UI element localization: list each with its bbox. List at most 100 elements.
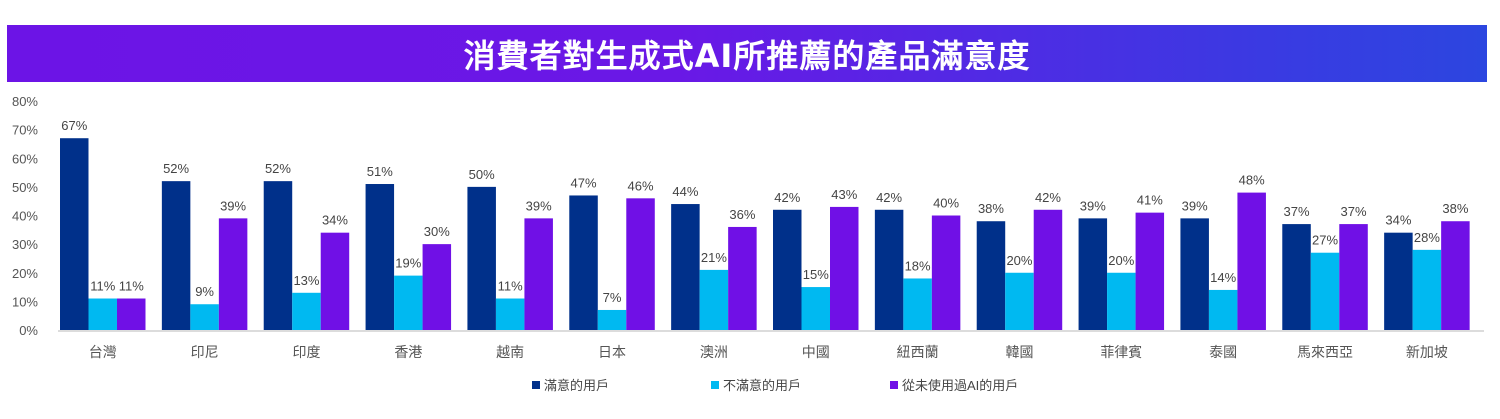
data-label: 34% (1385, 213, 1411, 228)
data-label: 18% (905, 258, 931, 273)
y-tick-label: 0% (19, 323, 38, 338)
x-tick-label: 香港 (394, 344, 422, 360)
bar-0 (161, 181, 191, 330)
legend-swatch (890, 380, 898, 389)
bar-2 (524, 218, 553, 330)
bar-0 (671, 204, 700, 330)
bar-0 (1180, 218, 1209, 330)
data-label: 20% (1006, 253, 1032, 268)
bar-0 (976, 221, 1006, 330)
data-label: 67% (61, 118, 87, 133)
x-tick-label: 泰國 (1209, 344, 1237, 360)
data-label: 39% (220, 198, 246, 213)
x-tick-label: 新加坡 (1406, 344, 1448, 360)
bar-2 (422, 244, 452, 330)
data-label: 38% (1442, 201, 1468, 216)
data-label: 11% (90, 279, 115, 294)
data-label: 36% (729, 207, 755, 222)
bar-1 (1208, 289, 1238, 330)
bar-1 (1005, 272, 1034, 330)
data-label: 37% (1341, 204, 1367, 219)
x-tick-label: 紐西蘭 (897, 344, 939, 360)
data-label: 47% (571, 175, 597, 190)
data-label: 42% (774, 190, 800, 205)
bar-2 (931, 215, 961, 330)
bar-1 (801, 287, 830, 330)
bar-1 (1412, 249, 1442, 330)
data-label: 9% (195, 284, 214, 299)
bar-2 (1237, 192, 1266, 330)
data-label: 30% (424, 224, 450, 239)
data-label: 37% (1284, 204, 1310, 219)
legend-item-dissatisfied: 不滿意的用戶 (711, 375, 801, 394)
x-tick-label: 澳洲 (700, 344, 728, 360)
y-tick-label: 20% (12, 266, 38, 281)
bar-2 (626, 198, 655, 330)
bar-0 (773, 209, 802, 330)
legend-swatch (532, 380, 540, 389)
data-label: 51% (367, 164, 393, 179)
bar-0 (1384, 232, 1413, 330)
data-label: 40% (933, 196, 959, 211)
y-tick-label: 60% (12, 151, 38, 166)
bar-chart: 0% 10% 20% 30% 40% 50% 60% 70% 80% 67% 11% 11% 台灣 52%… (12, 94, 1484, 360)
legend-label: 不滿意的用戶 (723, 378, 802, 393)
data-label: 21% (701, 250, 727, 265)
bar-2 (1441, 221, 1470, 330)
chart-title: 消費者對生成式AI所推薦的產品滿意度 (463, 36, 1031, 75)
data-label: 44% (672, 184, 698, 199)
data-label: 15% (803, 267, 829, 282)
bar-0 (60, 138, 89, 330)
data-label: 39% (1182, 198, 1208, 213)
bar-0 (1282, 224, 1311, 330)
y-tick-label: 50% (12, 180, 38, 195)
data-label: 42% (876, 190, 902, 205)
bar-2 (117, 298, 146, 330)
data-label: 13% (293, 273, 319, 288)
data-label: 39% (1080, 198, 1106, 213)
data-label: 41% (1137, 193, 1163, 208)
data-label: 50% (469, 167, 495, 182)
bar-0 (263, 181, 293, 330)
bar-1 (190, 304, 219, 330)
data-label: 20% (1108, 253, 1134, 268)
data-label: 42% (1035, 190, 1061, 205)
data-label: 52% (163, 161, 189, 176)
legend-item-never-used: 從未使用過AI的用戶 (890, 375, 1018, 394)
bar-2 (1339, 224, 1368, 330)
x-tick-label: 印度 (292, 344, 320, 360)
x-tick-label: 中國 (802, 344, 830, 360)
data-label: 46% (628, 178, 654, 193)
bar-0 (569, 195, 598, 330)
data-label: 11% (498, 279, 523, 294)
x-tick-label: 台灣 (89, 344, 117, 360)
bar-1 (699, 269, 729, 330)
data-label: 52% (265, 161, 291, 176)
data-label: 38% (978, 201, 1004, 216)
data-label: 39% (526, 198, 552, 213)
data-label: 34% (322, 213, 348, 228)
data-label: 14% (1210, 270, 1236, 285)
x-tick-label: 馬來西亞 (1297, 344, 1353, 360)
bar-0 (874, 209, 904, 330)
data-label: 43% (831, 187, 857, 202)
data-label: 28% (1414, 230, 1440, 245)
y-tick-label: 10% (12, 294, 38, 309)
bar-2 (728, 226, 757, 330)
bar-0 (1078, 218, 1108, 330)
chart-title-bar: 消費者對生成式AI所推薦的產品滿意度 (7, 25, 1487, 82)
x-tick-label: 越南 (496, 344, 524, 360)
bar-2 (1135, 212, 1165, 330)
data-label: 11% (119, 279, 144, 294)
data-label: 48% (1239, 173, 1265, 188)
legend-label: 滿意的用戶 (544, 378, 610, 393)
bar-0 (365, 184, 395, 330)
data-label: 19% (395, 256, 421, 271)
legend-swatch (711, 380, 719, 389)
bar-1 (597, 309, 627, 330)
x-tick-label: 印尼 (191, 344, 219, 360)
bar-1 (903, 278, 932, 330)
x-tick-label: 菲律賓 (1100, 344, 1142, 360)
bar-1 (495, 298, 525, 330)
y-tick-label: 40% (12, 209, 38, 224)
